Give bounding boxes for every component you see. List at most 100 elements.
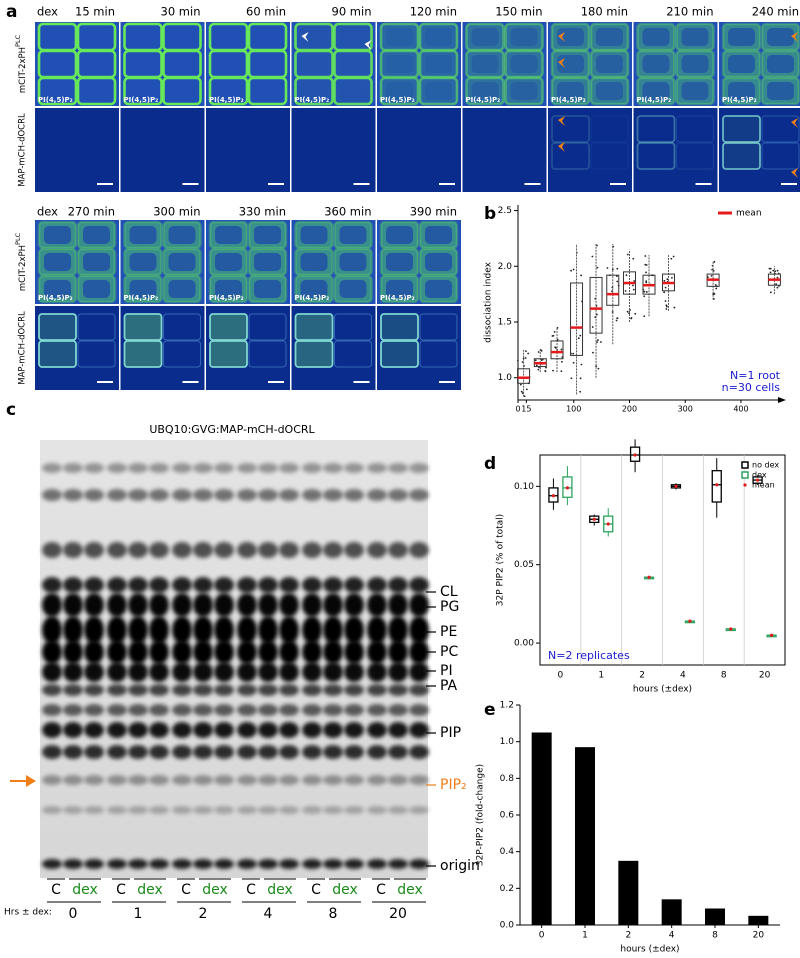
x-tick-label: 100 xyxy=(566,405,581,414)
x-tick-label: 20 xyxy=(753,931,765,941)
tlc-spot xyxy=(409,684,429,696)
tlc-spot xyxy=(63,640,83,664)
tlc-spot xyxy=(344,577,364,593)
box xyxy=(517,368,531,384)
vacuole xyxy=(339,280,367,298)
tlc-spot xyxy=(149,704,169,716)
legend-swatch xyxy=(741,461,749,469)
lane-label: dex xyxy=(202,882,228,898)
vacuole xyxy=(215,226,242,244)
tlc-spot xyxy=(149,722,169,738)
cell xyxy=(294,76,334,106)
column-label: 180 min xyxy=(581,5,628,19)
tlc-spot xyxy=(84,745,104,759)
cell-point xyxy=(616,267,619,270)
image-label: PI(4,5)P₂ xyxy=(209,294,244,302)
mean-marker xyxy=(729,627,733,631)
y-axis-label: dissociation index xyxy=(484,261,494,342)
tlc-spot xyxy=(279,616,299,644)
vacuole xyxy=(425,280,452,298)
tlc-spot xyxy=(149,806,169,814)
tlc-spot xyxy=(107,593,127,617)
panel-letter: a xyxy=(6,2,17,22)
cell xyxy=(551,115,590,143)
cell-point xyxy=(624,290,627,292)
vacuole xyxy=(767,55,794,73)
tlc-spot xyxy=(149,662,169,682)
column-label: 15 min xyxy=(75,5,115,19)
tlc-spot xyxy=(42,662,62,682)
cell-point xyxy=(596,341,599,343)
cell-point xyxy=(597,339,599,341)
cell-point xyxy=(537,351,540,353)
vacuole xyxy=(339,28,367,46)
tlc-spot xyxy=(409,593,429,617)
cell-point xyxy=(626,253,629,256)
tlc-spot xyxy=(172,704,192,716)
cell xyxy=(162,76,202,106)
tlc-spot xyxy=(279,704,299,716)
cell xyxy=(761,142,800,170)
arrowhead xyxy=(558,58,565,68)
y-tick-label: 0.00 xyxy=(514,639,534,649)
arrow xyxy=(10,775,36,787)
cell xyxy=(761,115,800,143)
vacuole xyxy=(300,82,328,100)
tlc-spot xyxy=(128,745,148,759)
cell-point xyxy=(673,306,676,309)
cell xyxy=(419,340,458,368)
tlc-spot xyxy=(172,662,192,682)
tlc-spot xyxy=(409,722,429,738)
cell xyxy=(38,313,77,341)
vacuole xyxy=(557,28,584,46)
legend-label: dex xyxy=(752,471,767,480)
hours: 8 xyxy=(329,906,338,922)
column-label: 90 min xyxy=(332,5,372,19)
tlc-spot xyxy=(237,684,257,696)
cell-point xyxy=(645,280,648,283)
tlc-spot xyxy=(302,704,322,716)
cell xyxy=(163,313,201,341)
x-axis-label: hours (±dex) xyxy=(620,945,679,955)
box xyxy=(570,282,584,356)
tlc-spot xyxy=(344,806,364,814)
cell-point xyxy=(643,295,646,298)
cell-point xyxy=(645,271,647,274)
cell-point xyxy=(625,274,628,277)
image-label: PI(4,5)P₂ xyxy=(124,96,159,104)
vacuole xyxy=(728,82,755,100)
tlc-spot xyxy=(214,542,234,558)
row-label: mCIT-2xPHPLC xyxy=(14,34,28,93)
tlc-spot xyxy=(302,775,322,785)
hours: 20 xyxy=(389,906,407,922)
tlc-spot xyxy=(149,745,169,759)
cell-point xyxy=(591,255,594,258)
tlc-spot xyxy=(84,722,104,738)
mean-marker xyxy=(633,453,637,457)
tlc-spot xyxy=(302,859,322,869)
band-label: PIP xyxy=(440,725,461,741)
image-label: PI(4,5)P₂ xyxy=(551,96,586,104)
x-tick-label: 200 xyxy=(622,405,637,414)
tlc-spot xyxy=(323,684,343,696)
legend-swatch xyxy=(741,471,749,479)
tlc-spot xyxy=(279,684,299,696)
vacuole xyxy=(767,28,794,46)
vacuole xyxy=(339,253,367,271)
tlc-spot xyxy=(107,616,127,644)
column-label: 300 min xyxy=(153,205,200,219)
charts: 1.01.52.02.50 15 100 200 300 400dissociation … xyxy=(476,205,786,955)
vacuole xyxy=(386,82,413,100)
tlc-spot xyxy=(258,640,278,664)
cell xyxy=(247,76,288,106)
vacuole xyxy=(254,253,281,271)
cell xyxy=(504,76,544,106)
tlc-spot xyxy=(258,489,278,501)
tlc-spot xyxy=(302,662,322,682)
cell-point xyxy=(600,341,602,343)
tlc-spot xyxy=(42,489,62,501)
cell-point xyxy=(632,284,634,287)
cell-point xyxy=(643,290,646,293)
cell-point xyxy=(572,361,575,364)
tlc-spot xyxy=(344,704,364,716)
